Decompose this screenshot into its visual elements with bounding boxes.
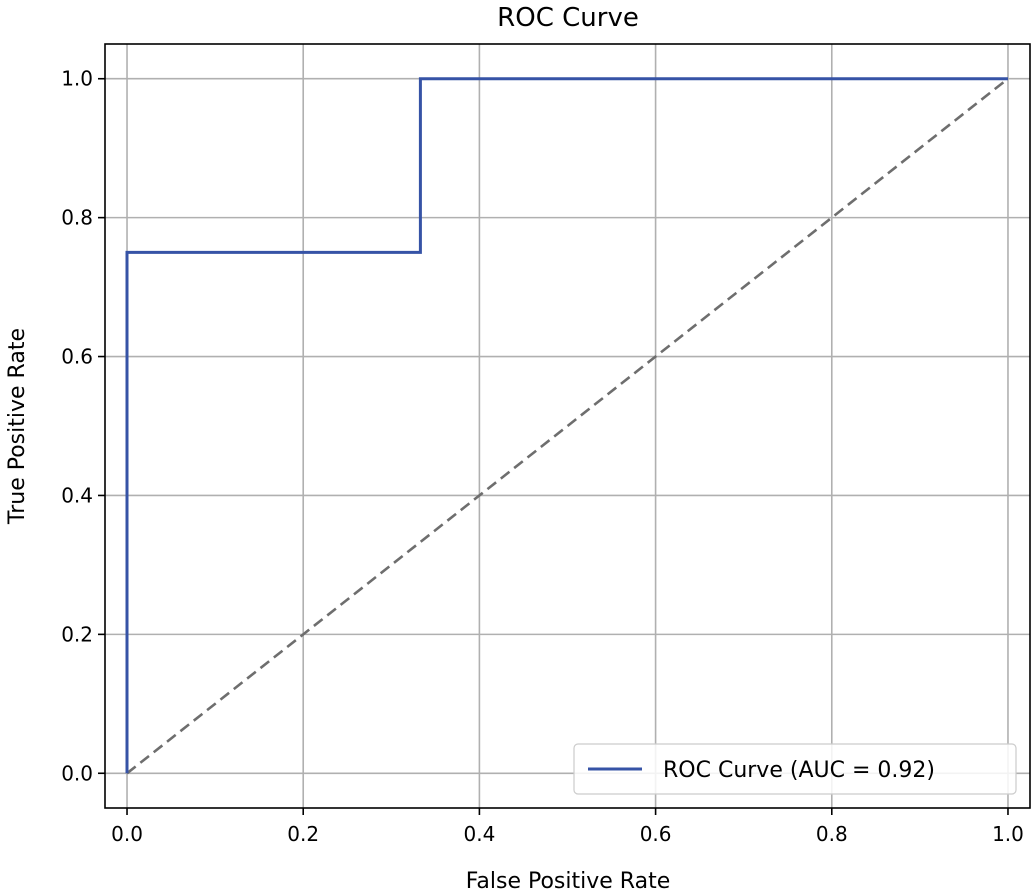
- y-tick-label: 0.8: [61, 206, 93, 230]
- x-tick-label: 1.0: [992, 822, 1024, 846]
- chance-diagonal-line: [126, 77, 1009, 775]
- roc-curve-line: [125, 77, 1008, 774]
- ticks: 0.0 0.2 0.4 0.6 0.8 1.0 0.0 0.2 0.4 0.6 0.8 1.0: [61, 67, 1024, 846]
- x-tick-label: 0.2: [287, 822, 319, 846]
- y-axis-label: True Positive Rate: [5, 328, 30, 525]
- x-axis-label: False Positive Rate: [466, 869, 670, 892]
- x-tick-label: 0.4: [463, 822, 495, 846]
- y-tick-label: 0.2: [61, 622, 93, 646]
- y-tick-label: 0.0: [61, 761, 93, 785]
- x-tick-label: 0.0: [111, 822, 143, 846]
- grid: [105, 44, 1030, 808]
- x-tick-label: 0.8: [816, 822, 848, 846]
- series-layer: [125, 77, 1009, 775]
- plot-frame: [104, 43, 1031, 809]
- chart-title: ROC Curve: [497, 3, 639, 33]
- legend: ROC Curve (AUC = 0.92): [573, 743, 1017, 795]
- legend-box: [573, 743, 1017, 795]
- legend-label-roc: ROC Curve (AUC = 0.92): [663, 758, 935, 783]
- y-tick-label: 0.4: [61, 483, 93, 507]
- x-tick-label: 0.6: [640, 822, 672, 846]
- y-tick-label: 0.6: [61, 345, 93, 369]
- y-tick-label: 1.0: [61, 67, 93, 91]
